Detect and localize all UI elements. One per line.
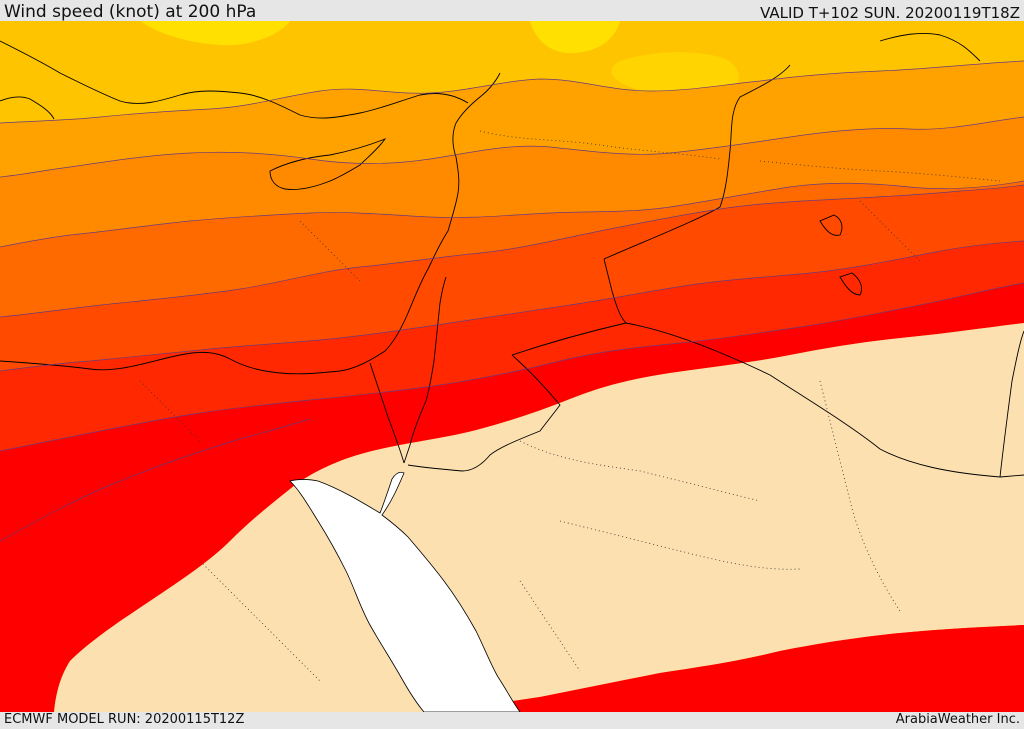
map-title: Wind speed (knot) at 200 hPa xyxy=(4,2,257,22)
band-yellow-2 xyxy=(530,21,620,54)
band-gold xyxy=(0,21,1024,123)
model-run-label: ECMWF MODEL RUN: 20200115T12Z xyxy=(4,712,245,727)
red-sea xyxy=(289,471,521,712)
header-bar: Wind speed (knot) at 200 hPa VALID T+102… xyxy=(0,0,1024,22)
band-red-south xyxy=(430,625,1024,712)
coastlines xyxy=(0,32,1024,478)
band-orange xyxy=(0,117,1024,247)
band-red-mid xyxy=(0,241,1024,451)
footer-bar: ECMWF MODEL RUN: 20200115T12Z ArabiaWeat… xyxy=(0,712,1024,729)
credit-label: ArabiaWeather Inc. xyxy=(895,712,1020,727)
band-yellow xyxy=(140,21,290,46)
contour-lines xyxy=(0,60,1024,542)
band-red-orange xyxy=(0,185,1024,371)
valid-time: VALID T+102 SUN. 20200119T18Z xyxy=(760,4,1020,22)
land-calm-arabia xyxy=(54,323,1024,712)
admin-borders xyxy=(139,130,1001,682)
band-red xyxy=(0,283,1024,712)
band-orange-light xyxy=(0,61,1024,177)
wind-speed-map[interactable] xyxy=(0,21,1024,712)
band-yellow-3 xyxy=(611,52,739,96)
map-canvas xyxy=(0,21,1024,712)
